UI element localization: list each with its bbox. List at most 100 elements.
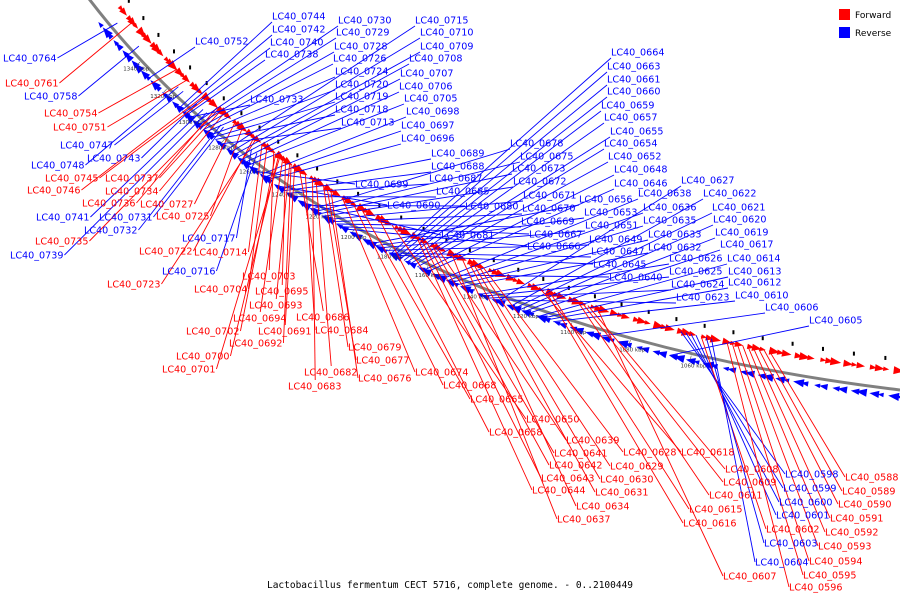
- leader-line: [599, 312, 766, 337]
- gene-label: LC40_0692: [229, 339, 282, 350]
- gene-label: LC40_0730: [338, 16, 391, 27]
- leader-line: [747, 346, 826, 533]
- reverse-feature-arrow: [624, 342, 633, 349]
- gene-label: LC40_0646: [614, 179, 667, 190]
- gene-label: LC40_0680: [465, 202, 518, 213]
- gene-label: LC40_0701: [162, 365, 215, 376]
- gene-label: LC40_0751: [53, 123, 106, 134]
- gene-label: LC40_0654: [604, 139, 657, 150]
- leader-line: [267, 143, 402, 181]
- forward-feature-arrow: [512, 277, 519, 282]
- rna-feature-mark: [593, 294, 596, 299]
- gene-label: LC40_0758: [24, 92, 77, 103]
- forward-feature-arrow: [208, 98, 218, 108]
- leader-line: [81, 95, 205, 191]
- gene-label: LC40_0665: [470, 395, 523, 406]
- reverse-feature-arrow: [762, 373, 774, 382]
- leader-line: [90, 109, 204, 218]
- gene-label: LC40_0656: [579, 195, 632, 206]
- gene-label: LC40_0743: [87, 154, 140, 165]
- rna-feature-mark: [884, 355, 887, 360]
- gene-label: LC40_0687: [429, 174, 482, 185]
- gene-label: LC40_0691: [258, 327, 311, 338]
- leader-line: [99, 97, 207, 179]
- gene-label: LC40_0710: [420, 28, 473, 39]
- gene-label: LC40_0713: [341, 118, 394, 129]
- forward-feature-arrow: [874, 364, 885, 372]
- rna-feature-mark: [189, 65, 192, 70]
- leader-line: [283, 171, 432, 192]
- gene-label: LC40_0719: [335, 92, 388, 103]
- leader-line: [305, 204, 466, 207]
- leader-line: [203, 63, 334, 131]
- gene-label: LC40_0591: [830, 514, 883, 525]
- gene-label: LC40_0595: [803, 571, 856, 582]
- reverse-feature-arrow: [352, 233, 364, 242]
- leader-line: [153, 126, 224, 218]
- reverse-feature-arrow: [145, 75, 152, 81]
- leader-line: [159, 112, 225, 192]
- gene-label: LC40_0593: [818, 542, 871, 553]
- rna-feature-mark: [142, 16, 145, 21]
- forward-feature-arrow: [734, 340, 744, 347]
- forward-feature-arrow: [236, 122, 248, 133]
- gene-label: LC40_0621: [712, 203, 765, 214]
- map-caption: Lactobacillus fermentum CECT 5716, compl…: [267, 580, 633, 591]
- leader-line: [510, 198, 704, 307]
- reverse-feature-arrow: [801, 381, 809, 387]
- forward-feature-arrow: [851, 362, 858, 367]
- rna-feature-mark: [172, 49, 175, 54]
- reverse-feature-arrow: [877, 392, 884, 398]
- tick-label: 1320 kbp: [150, 94, 176, 100]
- leader-line: [542, 276, 729, 319]
- leader-line: [264, 130, 402, 178]
- forward-feature-arrow: [263, 142, 274, 152]
- gene-label: LC40_0592: [825, 528, 878, 539]
- forward-feature-arrow: [331, 189, 341, 197]
- leader-line: [705, 337, 765, 544]
- leader-line: [497, 185, 682, 302]
- leader-line: [220, 127, 342, 145]
- gene-label: LC40_0736: [82, 199, 135, 210]
- gene-label: LC40_0715: [415, 16, 468, 27]
- leader-line: [587, 305, 726, 470]
- gene-label: LC40_0622: [703, 189, 756, 200]
- gene-label: LC40_0651: [585, 221, 638, 232]
- leader-line: [524, 237, 716, 312]
- gene-label: LC40_0653: [584, 208, 637, 219]
- leader-line: [680, 331, 786, 475]
- leader-line: [78, 45, 140, 97]
- rna-feature-mark: [296, 153, 299, 158]
- gene-label: LC40_0673: [512, 164, 565, 175]
- rna-feature-mark: [542, 277, 545, 282]
- gene-label: LC40_0678: [510, 139, 563, 150]
- gene-label: LC40_0599: [783, 484, 836, 495]
- gene-label: LC40_0741: [36, 213, 89, 224]
- gene-label: LC40_0689: [431, 149, 484, 160]
- gene-label: LC40_0650: [526, 415, 579, 426]
- reverse-feature-arrow: [192, 119, 202, 130]
- rna-feature-mark: [316, 166, 319, 171]
- forward-feature-arrow: [856, 362, 866, 369]
- leader-line: [275, 163, 291, 300]
- leader-line: [330, 190, 359, 379]
- forward-feature-arrow: [644, 320, 651, 325]
- leader-line: [209, 89, 336, 136]
- gene-label: LC40_0683: [288, 382, 341, 393]
- gene-label: LC40_0619: [715, 228, 768, 239]
- leader-line: [114, 90, 184, 146]
- reverse-feature-arrow: [285, 192, 294, 199]
- leader-line: [352, 203, 444, 386]
- leader-line: [582, 303, 724, 483]
- leader-line: [413, 148, 605, 266]
- gene-label: LC40_0610: [735, 291, 788, 302]
- leader-line: [710, 338, 756, 563]
- forward-feature-arrow: [516, 278, 526, 285]
- reverse-feature-arrow: [336, 224, 344, 230]
- leader-line: [341, 196, 416, 373]
- leader-line: [148, 46, 196, 79]
- forward-feature-arrow: [709, 334, 722, 343]
- forward-feature-arrow: [843, 359, 854, 367]
- reverse-feature-arrow: [133, 62, 145, 74]
- gene-label: LC40_0671: [523, 191, 576, 202]
